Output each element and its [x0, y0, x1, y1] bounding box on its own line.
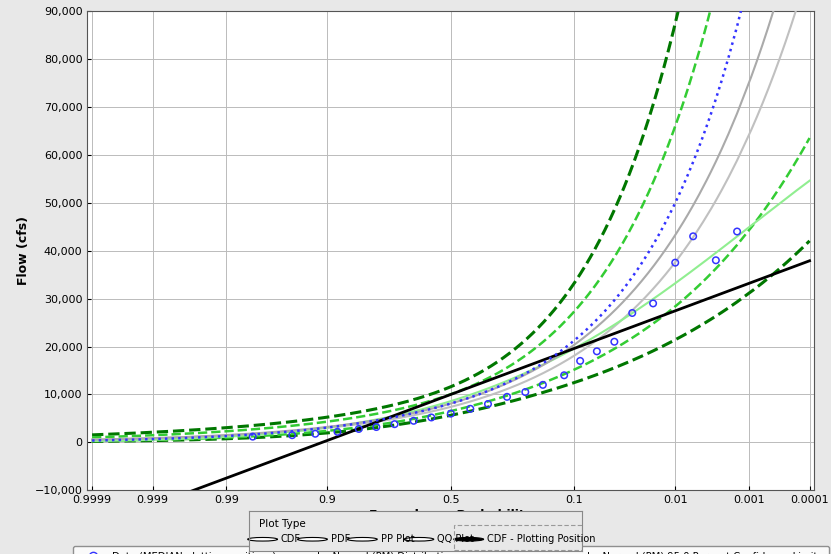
Circle shape [297, 537, 327, 541]
Text: CDF - Plotting Position: CDF - Plotting Position [487, 534, 596, 544]
Point [246, 432, 259, 441]
Circle shape [248, 537, 278, 541]
Point [308, 429, 322, 438]
Circle shape [347, 537, 377, 541]
Circle shape [454, 537, 484, 541]
Point [519, 388, 532, 397]
Point [558, 371, 571, 379]
X-axis label: Exceedance Probability: Exceedance Probability [369, 509, 533, 522]
Text: Plot Type: Plot Type [259, 519, 306, 529]
Point [407, 417, 420, 425]
Point [607, 337, 621, 346]
Point [573, 356, 587, 365]
Point [370, 423, 383, 432]
Point [286, 431, 299, 440]
Text: QQ Plot: QQ Plot [437, 534, 474, 544]
Point [444, 409, 457, 418]
Y-axis label: Flow (cfs): Flow (cfs) [17, 216, 31, 285]
Point [500, 392, 514, 401]
Point [669, 258, 682, 267]
Point [730, 227, 744, 236]
Text: PDF: PDF [331, 534, 350, 544]
Point [425, 413, 438, 422]
Point [352, 424, 366, 433]
Point [481, 399, 494, 408]
Point [331, 427, 344, 436]
Text: CDF: CDF [281, 534, 301, 544]
Point [536, 381, 549, 389]
Circle shape [404, 537, 434, 541]
Text: PP Plot: PP Plot [381, 534, 414, 544]
Legend: Data (MEDIAN plotting positions), Normal (PM) Distribution, Pearson III (PM) Dis: Data (MEDIAN plotting positions), Normal… [73, 546, 829, 554]
Point [647, 299, 660, 308]
Point [590, 347, 603, 356]
Point [626, 309, 639, 317]
Point [464, 404, 477, 413]
Point [686, 232, 700, 241]
Point [388, 420, 401, 429]
Point [709, 256, 722, 265]
